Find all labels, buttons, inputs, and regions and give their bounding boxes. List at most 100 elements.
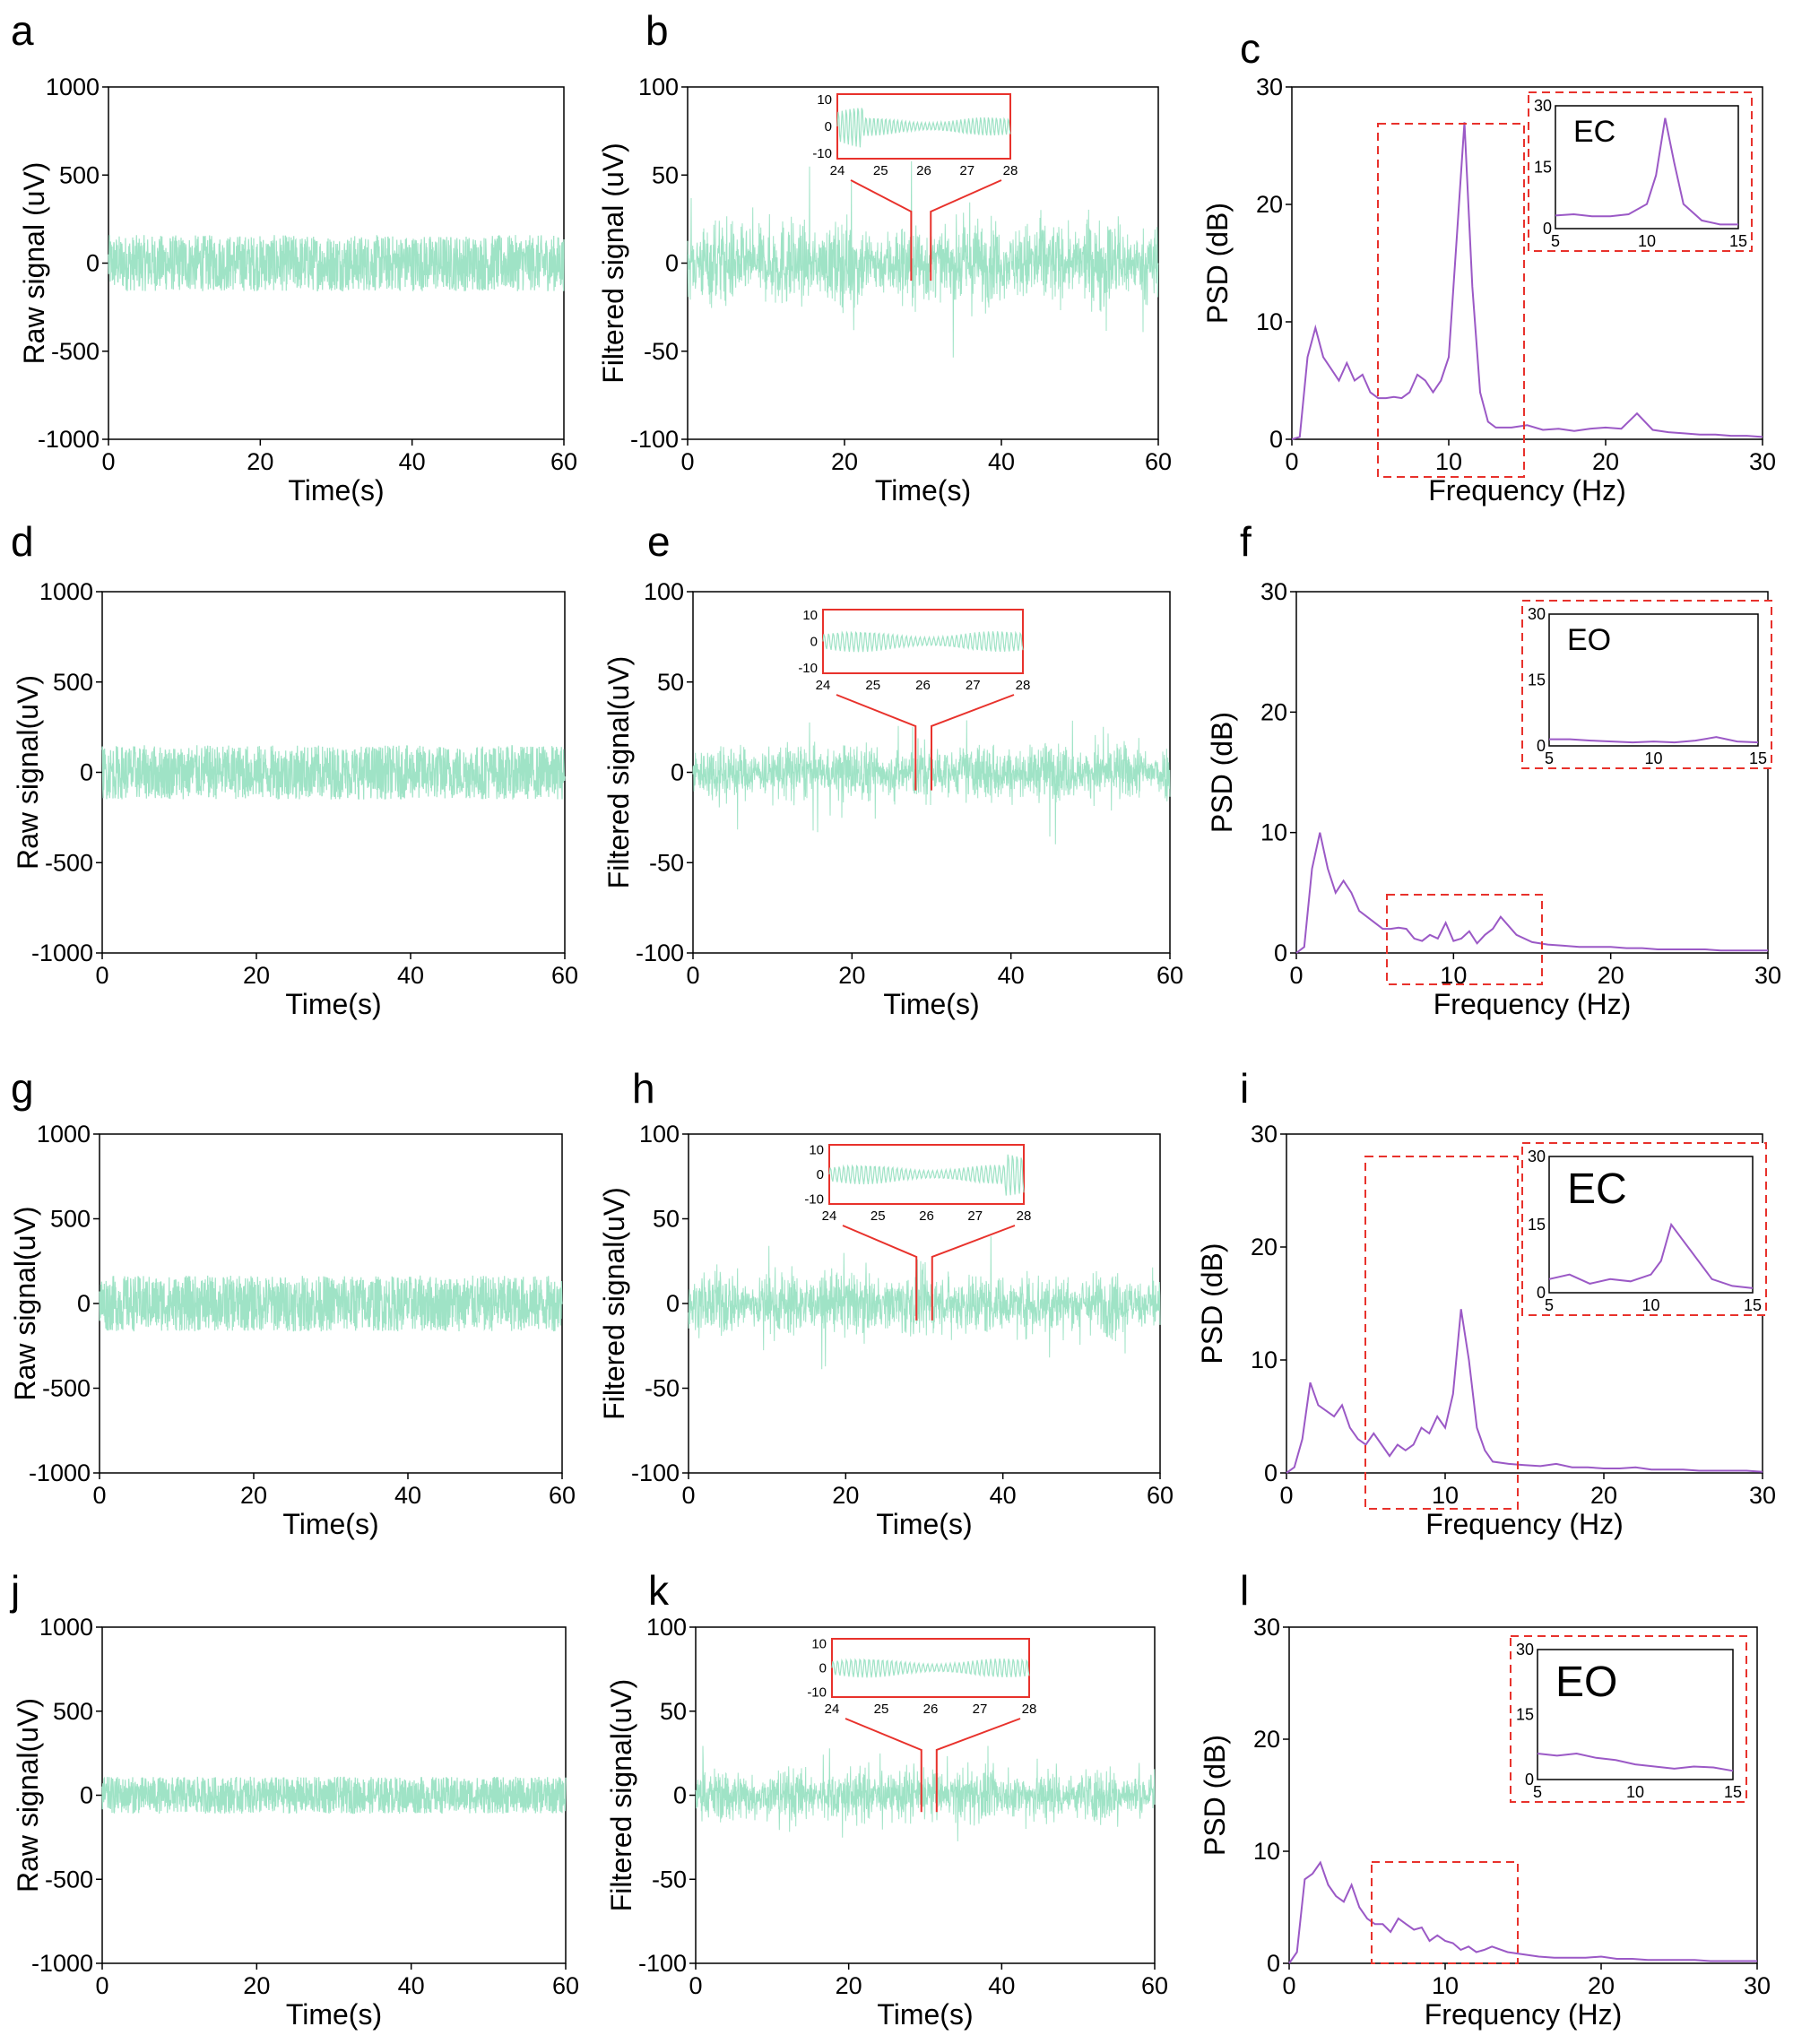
panel-l-highlight-box [1371,1861,1519,1964]
panel-k-xlabel: Time(s) [877,1998,973,2031]
panel-i-xtick-label: 30 [1749,1482,1776,1509]
panel-f-ytick-label: 30 [1260,578,1287,605]
panel-h-inset-xtick: 26 [919,1208,934,1224]
panel-k-inset-ytick: 10 [811,1636,827,1651]
panel-i-ytick-label: 0 [1264,1459,1278,1486]
panel-h-zoom-connector-right [931,1225,1016,1321]
panel-l-xtick-label: 20 [1588,1972,1615,1999]
panel-c-xlabel: Frequency (Hz) [1428,474,1626,507]
panel-j-xlabel: Time(s) [286,1998,382,2031]
panel-h-ytick-label: -50 [645,1375,680,1402]
panel-b-inset-ytick: 10 [817,92,832,108]
panel-i-xtick-label: 10 [1432,1482,1459,1509]
panel-g-xtick-label: 60 [549,1482,576,1509]
panel-f-inset-ytick: 30 [1528,605,1546,623]
panel-f-inset-xtick: 10 [1644,749,1662,767]
panel-j-letter: j [9,1567,20,1614]
panel-i-inset-line [1548,1222,1754,1289]
panel-i-ylabel: PSD (dB) [1196,1243,1228,1364]
panel-a-ytick-label: 1000 [46,74,100,100]
panel-c-inset-line [1555,117,1738,226]
panel-c-inset-frame [1555,105,1739,230]
panel-f-inset: 5 10 15 0 15 30 EO [1521,600,1772,769]
panel-c-ytick-label: 10 [1256,308,1283,335]
panel-f-ytick-label: 0 [1274,940,1287,966]
panel-e-ytick-label: 100 [644,578,684,605]
panel-e-inset-xtick: 27 [966,678,981,693]
panel-k-letter: k [648,1567,670,1614]
panel-h-xlabel: Time(s) [876,1508,972,1540]
panel-k-inset-xtick: 26 [923,1702,939,1717]
panel-l-inset-xtick: 15 [1724,1783,1742,1801]
panel-k-inset-xtick: 24 [825,1702,840,1717]
panel-a-xtick-label: 60 [550,448,577,475]
panel-f-ylabel: PSD (dB) [1206,712,1238,833]
panel-b-series-line [687,160,1159,358]
panel-h-letter: h [632,1065,655,1112]
panel-a-letter: a [11,7,34,54]
panel-i-ytick-label: 20 [1251,1234,1278,1260]
panel-l-xlabel: Frequency (Hz) [1425,1998,1623,2031]
panel-c: c 0 10 20 30 0 10 20 30 Frequency (Hz) PSD (dB) 5 10… [1201,25,1776,507]
panel-h-inset-ytick: 10 [809,1143,824,1158]
panel-a: a 0 20 40 60 -1000 -500 0 500 1000 Time(s) Raw sign… [11,7,577,507]
panel-b-zoom-connector-left [850,179,913,281]
panel-a-ytick-label: -1000 [38,426,100,453]
panel-e-inset-xtick: 24 [816,678,831,693]
panel-g-ytick-label: 1000 [37,1121,91,1148]
panel-b-inset-line [836,108,1011,148]
panel-l-letter: l [1240,1567,1249,1614]
panel-f-inset-ytick: 0 [1537,737,1546,755]
panel-i-xtick-label: 20 [1590,1482,1617,1509]
panel-d-xtick-label: 0 [95,962,108,989]
panel-k-inset-xtick: 28 [1022,1702,1037,1717]
panel-j-xtick-label: 20 [243,1972,270,1999]
panel-e-inset-ytick: 0 [810,635,818,650]
panel-e-inset-line [822,630,1024,653]
panel-j-ytick-label: 1000 [39,1614,93,1641]
panel-k-inset-xtick: 25 [874,1702,889,1717]
panel-g-ylabel: Raw signal(uV) [9,1207,41,1401]
panel-c-inset-ytick: 0 [1543,220,1552,238]
panel-f-letter: f [1240,518,1252,565]
panel-l-inset-ytick: 30 [1516,1641,1534,1659]
panel-c-ylabel: PSD (dB) [1201,203,1234,324]
panel-g-series-line [99,1275,563,1332]
panel-j-ytick-label: 0 [80,1782,93,1809]
panel-k-xtick-label: 60 [1141,1972,1168,1999]
panel-c-inset-xtick: 5 [1551,232,1560,250]
panel-h-inset-xtick: 27 [967,1208,983,1224]
panel-l-xtick-label: 10 [1432,1972,1459,1999]
panel-b-ytick-label: 50 [652,161,679,188]
panel-a-ytick-label: 0 [86,250,100,277]
panel-g-ytick-label: 500 [50,1206,91,1233]
panel-a-xtick-label: 20 [247,448,273,475]
panel-l-ytick-label: 30 [1253,1614,1280,1641]
panel-d-letter: d [11,518,34,565]
panel-b-xtick-label: 0 [680,448,694,475]
panel-l-xtick-label: 0 [1282,1972,1295,1999]
panel-i-inset-xtick: 5 [1545,1296,1554,1314]
panel-b-xtick-label: 60 [1145,448,1172,475]
panel-k-xtick-label: 0 [689,1972,702,1999]
panel-i: i 0 10 20 30 0 10 20 30 Frequency (Hz) PSD (dB) 5 10… [1196,1065,1776,1540]
panel-h-inset-ytick: -10 [804,1192,824,1208]
panel-e-inset-xtick: 26 [915,678,931,693]
panel-c-xtick-label: 10 [1435,448,1462,475]
panel-a-series-line [108,235,565,292]
panel-b-zoom-connector-right [930,179,1002,281]
panel-i-highlight-box [1364,1156,1519,1510]
panel-i-xtick-label: 0 [1279,1482,1293,1509]
panel-k-ytick-label: 100 [646,1614,687,1641]
panel-f-xtick-label: 0 [1289,962,1303,989]
panel-f-inset-xtick: 15 [1749,749,1767,767]
panel-l-inset-frame [1537,1649,1734,1780]
panel-j-ytick-label: 500 [53,1698,93,1725]
panel-e-inset-ytick: 10 [802,608,818,623]
panel-k-ytick-label: -100 [638,1950,687,1977]
panel-l-inset-ytick: 0 [1525,1771,1534,1788]
panel-l-inset-ytick: 15 [1516,1706,1534,1724]
panel-g: g 0 20 40 60 -1000 -500 0 500 1000 Time(s) Raw sign… [9,1065,576,1540]
panel-b-ytick-label: -50 [644,338,679,365]
panel-c-inset-xtick: 10 [1638,232,1656,250]
